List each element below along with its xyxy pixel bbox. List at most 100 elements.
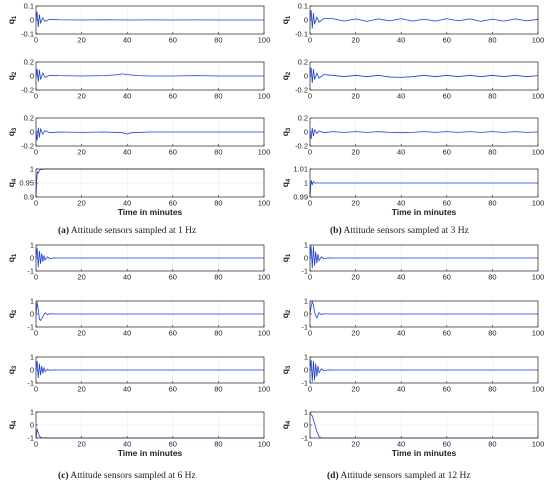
caption-c-text: Attitude sensors sampled at 6 Hz [68, 471, 196, 481]
y-tick-label: 1 [30, 353, 34, 362]
y-tick-label: 0 [30, 366, 34, 375]
series-line-q2 [309, 300, 538, 319]
x-tick-label: 80 [488, 273, 496, 282]
y-tick-label: 0 [30, 72, 34, 81]
x-tick-label: 40 [123, 36, 131, 45]
y-tick-label: 0.9 [24, 193, 34, 202]
x-tick-label: 20 [77, 36, 85, 45]
series-line-q2 [309, 67, 539, 84]
y-tick-label: 0 [304, 72, 308, 81]
x-tick-label: 40 [397, 440, 405, 449]
x-tick-label: 60 [443, 273, 451, 282]
x-tick-label: 100 [258, 385, 271, 394]
axes-frame [309, 356, 539, 384]
x-tick-label: 20 [77, 329, 85, 338]
y-axis-label: q3 [280, 127, 292, 136]
series-line-q1 [309, 10, 539, 29]
x-tick-label: 60 [443, 148, 451, 157]
x-tick-label: 100 [532, 440, 545, 449]
x-tick-label: 0 [34, 385, 38, 394]
axes-frame [35, 244, 265, 272]
x-tick-label: 20 [351, 148, 359, 157]
x-tick-label: 20 [351, 440, 359, 449]
x-tick-label: 0 [308, 148, 312, 157]
x-tick-label: 0 [34, 36, 38, 45]
y-tick-label: 1 [30, 241, 34, 250]
x-tick-label: 0 [34, 440, 38, 449]
y-tick-label: -1 [301, 323, 308, 332]
x-tick-label: 0 [34, 329, 38, 338]
axes-frame [35, 5, 265, 35]
y-axis-label: q2 [6, 71, 18, 80]
y-tick-label: -0.2 [21, 142, 34, 151]
x-tick-label: 100 [258, 329, 271, 338]
subplot-b-q4: 0.99 1 1.01 0 20 40 60 80 100 q4 [280, 165, 544, 208]
x-tick-label: 80 [214, 36, 222, 45]
axes-frame [35, 61, 265, 91]
caption-c-tag: (c) [58, 471, 69, 481]
y-tick-label: 0 [304, 421, 308, 430]
y-tick-label: 0.1 [298, 2, 308, 11]
y-axis-label: q4 [6, 178, 18, 187]
y-tick-label: 0.2 [24, 114, 34, 123]
x-tick-label: 0 [308, 385, 312, 394]
series-line-q1 [35, 247, 264, 268]
axes-frame [309, 61, 539, 91]
y-axis-label: q3 [6, 127, 18, 136]
series-line-q2 [35, 302, 264, 322]
y-tick-label: -1 [27, 434, 34, 443]
y-tick-label: 0.95 [19, 179, 34, 188]
axes-frame [309, 300, 539, 328]
x-tick-label: 80 [488, 148, 496, 157]
series-line-q3 [35, 360, 264, 378]
series-line-q4 [309, 413, 538, 439]
y-tick-label: -0.1 [21, 30, 34, 39]
y-axis-label: q3 [280, 365, 292, 374]
x-tick-label: 0 [308, 92, 312, 101]
y-tick-label: -1 [27, 323, 34, 332]
x-tick-label: 20 [351, 92, 359, 101]
y-tick-label: -1 [301, 434, 308, 443]
x-tick-label: 60 [443, 440, 451, 449]
y-tick-label: 0 [304, 310, 308, 319]
x-tick-label: 0 [34, 92, 38, 101]
x-tick-label: 0 [308, 440, 312, 449]
y-tick-label: 1 [30, 408, 34, 417]
x-tick-label: 40 [397, 329, 405, 338]
x-axis-label: Time in minutes [118, 448, 183, 458]
x-tick-label: 80 [214, 385, 222, 394]
axes-frame [309, 168, 539, 198]
subplot-a-q4: 0.9 0.95 1 0 20 40 60 80 100 q4 [6, 165, 270, 208]
x-tick-label: 100 [258, 440, 271, 449]
x-tick-label: 40 [123, 199, 131, 208]
series-line-q4 [309, 180, 538, 198]
x-tick-label: 60 [443, 92, 451, 101]
x-tick-label: 80 [214, 199, 222, 208]
x-tick-label: 20 [77, 92, 85, 101]
x-tick-label: 100 [532, 329, 545, 338]
y-tick-label: 1 [304, 241, 308, 250]
series-line-q2 [35, 68, 264, 82]
series-line-q4 [35, 428, 264, 439]
x-tick-label: 80 [488, 440, 496, 449]
y-axis-label: q1 [280, 253, 292, 262]
x-tick-label: 20 [351, 36, 359, 45]
x-tick-label: 60 [443, 329, 451, 338]
x-tick-label: 20 [351, 385, 359, 394]
y-axis-label: q4 [280, 178, 292, 187]
x-tick-label: 0 [34, 148, 38, 157]
y-tick-label: -0.2 [295, 142, 308, 151]
y-tick-label: 1 [30, 165, 34, 174]
x-tick-label: 60 [169, 385, 177, 394]
x-tick-label: 100 [258, 273, 271, 282]
x-tick-label: 60 [443, 385, 451, 394]
